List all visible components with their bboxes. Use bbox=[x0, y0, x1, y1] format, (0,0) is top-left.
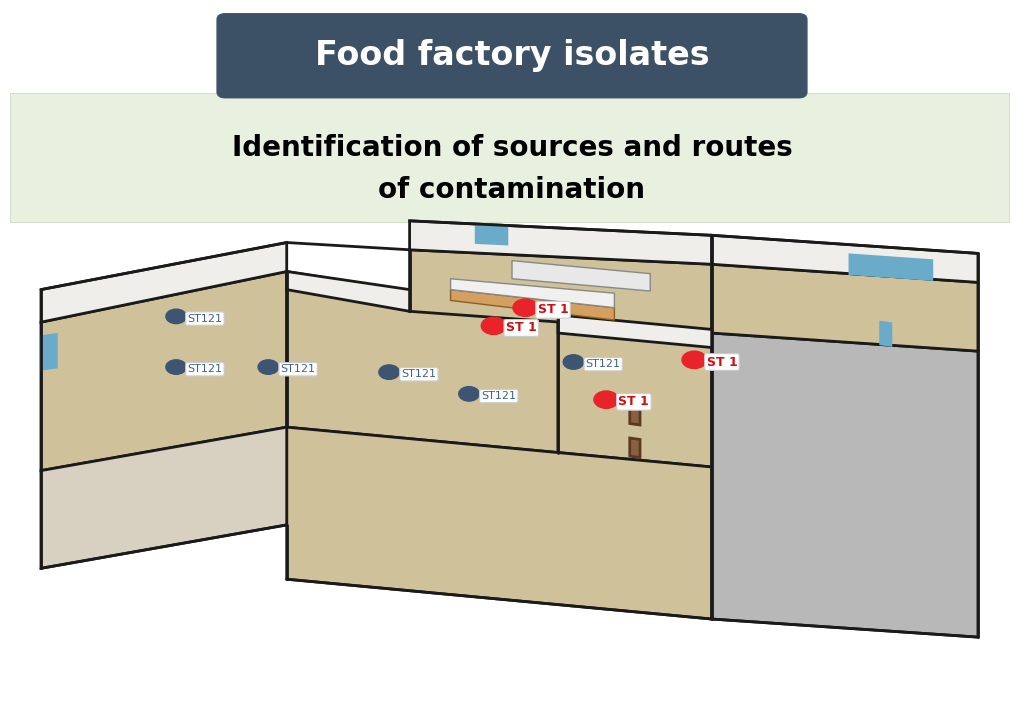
Circle shape bbox=[594, 391, 618, 408]
Polygon shape bbox=[410, 221, 712, 264]
Text: ST121: ST121 bbox=[281, 364, 315, 374]
FancyBboxPatch shape bbox=[217, 14, 807, 98]
Polygon shape bbox=[41, 272, 287, 471]
Polygon shape bbox=[451, 279, 614, 308]
Polygon shape bbox=[712, 333, 978, 637]
Text: ST121: ST121 bbox=[401, 369, 436, 379]
Polygon shape bbox=[287, 427, 712, 619]
Circle shape bbox=[481, 317, 506, 334]
Polygon shape bbox=[712, 235, 978, 282]
Polygon shape bbox=[881, 322, 891, 345]
Polygon shape bbox=[287, 272, 410, 311]
Polygon shape bbox=[512, 261, 650, 291]
Circle shape bbox=[258, 360, 279, 374]
Text: Food factory isolates: Food factory isolates bbox=[314, 38, 710, 72]
Text: Identification of sources and routes: Identification of sources and routes bbox=[231, 135, 793, 162]
Text: ST121: ST121 bbox=[586, 359, 621, 369]
Polygon shape bbox=[410, 250, 712, 333]
Polygon shape bbox=[451, 290, 614, 320]
Polygon shape bbox=[41, 334, 56, 369]
Text: ST121: ST121 bbox=[187, 364, 222, 374]
Polygon shape bbox=[558, 315, 712, 348]
Polygon shape bbox=[558, 315, 712, 467]
Polygon shape bbox=[630, 438, 640, 458]
Polygon shape bbox=[41, 427, 287, 568]
Polygon shape bbox=[41, 243, 287, 322]
Text: ST 1: ST 1 bbox=[538, 303, 568, 316]
Text: ST121: ST121 bbox=[187, 313, 222, 324]
Polygon shape bbox=[476, 224, 507, 244]
Text: ST121: ST121 bbox=[481, 391, 516, 401]
Circle shape bbox=[379, 365, 399, 379]
Polygon shape bbox=[287, 272, 558, 452]
Circle shape bbox=[166, 360, 186, 374]
Text: of contamination: of contamination bbox=[379, 176, 645, 203]
Polygon shape bbox=[850, 255, 932, 279]
Circle shape bbox=[459, 387, 479, 401]
Circle shape bbox=[682, 351, 707, 369]
Circle shape bbox=[563, 355, 584, 369]
Polygon shape bbox=[712, 264, 978, 351]
Circle shape bbox=[513, 299, 538, 316]
Circle shape bbox=[166, 309, 186, 324]
Text: ST 1: ST 1 bbox=[618, 395, 649, 408]
Text: ST 1: ST 1 bbox=[707, 355, 737, 369]
FancyBboxPatch shape bbox=[10, 93, 1009, 222]
Text: ST 1: ST 1 bbox=[506, 321, 537, 334]
Polygon shape bbox=[630, 405, 640, 425]
